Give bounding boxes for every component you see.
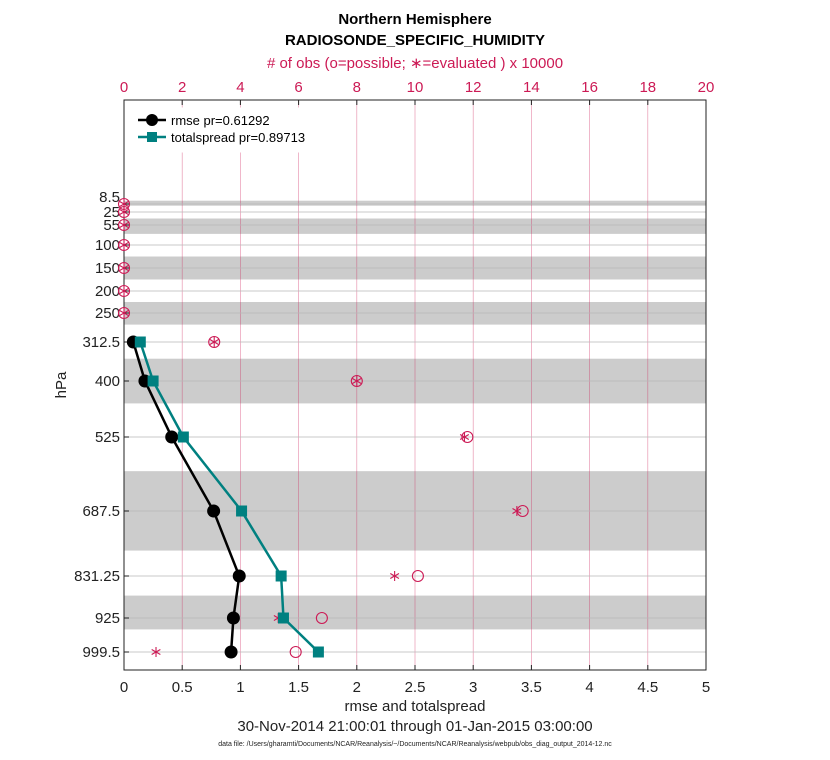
top-tick-label: 8 [353, 79, 361, 96]
rmse-point [232, 569, 246, 583]
obs-evaluated-marker [119, 240, 129, 250]
totalspread-point [177, 431, 189, 443]
x-tick-label: 1 [236, 679, 244, 696]
shaded-band [124, 218, 706, 234]
obs-possible-marker [289, 645, 302, 659]
y-tick-label: 200 [95, 283, 120, 300]
chart-subtitle: RADIOSONDE_SPECIFIC_HUMIDITY [285, 32, 545, 49]
top-tick-label: 14 [523, 79, 540, 96]
series-lines [126, 335, 324, 659]
x-tick-label: 5 [702, 679, 710, 696]
obs-possible-marker [117, 261, 131, 275]
obs-possible-marker [411, 569, 424, 583]
chart-title: Northern Hemisphere [338, 11, 491, 28]
y-axis-label: hPa [53, 371, 70, 398]
y-tick-label: 312.5 [82, 334, 120, 351]
obs-evaluated-marker [119, 308, 129, 318]
top-tick-label: 18 [639, 79, 656, 96]
obs-possible-marker [117, 284, 131, 298]
obs-evaluated-marker [459, 432, 470, 442]
top-tick-label: 2 [178, 79, 186, 96]
top-tick-label: 16 [581, 79, 598, 96]
x-tick-label: 0.5 [172, 679, 193, 696]
x-tick-label: 2.5 [405, 679, 426, 696]
legend-rmse-label: rmse pr=0.61292 [171, 113, 270, 128]
y-tick-label: 925 [95, 610, 120, 627]
top-tick-label: 12 [465, 79, 482, 96]
obs-evaluated-marker [119, 207, 129, 217]
legend-totalspread-label: totalspread pr=0.89713 [171, 130, 305, 145]
x-tick-label: 1.5 [288, 679, 309, 696]
rmse-point [226, 611, 240, 625]
obs-evaluated-marker [512, 506, 522, 516]
obs-possible-marker [315, 611, 328, 625]
x-tick-label: 2 [353, 679, 361, 696]
y-tick-label: 8.5 [99, 189, 120, 206]
obs-markers [117, 197, 529, 659]
obs-evaluated-marker [390, 571, 400, 581]
shaded-band [124, 595, 706, 630]
shaded-band [124, 200, 706, 206]
obs-evaluated-marker [352, 376, 362, 386]
top-tick-label: 6 [294, 79, 302, 96]
y-tick-label: 100 [95, 237, 120, 254]
obs-evaluated-marker [119, 286, 129, 296]
legend-rmse-marker [146, 114, 158, 126]
obs-possible-marker [208, 335, 221, 349]
obs-possible-marker [117, 306, 131, 320]
obs-possible-marker [461, 430, 474, 444]
y-tick-label: 25 [103, 204, 120, 221]
x-tick-label: 0 [120, 679, 128, 696]
totalspread-point [275, 570, 287, 582]
totalspread-point [147, 375, 159, 387]
rmse-point [224, 645, 238, 659]
obs-possible-marker [117, 218, 131, 232]
y-tick-label: 400 [95, 373, 120, 390]
legend: rmse pr=0.61292 totalspread pr=0.89713 [132, 107, 332, 153]
x-axis-label: rmse and totalspread [345, 698, 486, 715]
legend-box [132, 107, 332, 153]
y-tick-label: 150 [95, 260, 120, 277]
totalspread-point [236, 505, 248, 517]
legend-totalspread-marker [147, 132, 157, 142]
x-tick-label: 4 [585, 679, 593, 696]
obs-evaluated-marker [119, 263, 129, 273]
x-tick-label: 3 [469, 679, 477, 696]
top-axis-label: # of obs (o=possible; ∗=evaluated ) x 10… [267, 55, 563, 72]
rmse-point [165, 430, 179, 444]
axis-ticks: 0 0.5 1 1.5 2 2.5 3 3.5 4 4.5 5 0 2 4 6 8 10 12 14 16 18 20 8.… [74, 79, 714, 696]
x-tick-label: 3.5 [521, 679, 542, 696]
y-tick-label: 687.5 [82, 503, 120, 520]
top-tick-label: 10 [407, 79, 424, 96]
y-tick-label: 999.5 [82, 644, 120, 661]
x-tick-label: 4.5 [637, 679, 658, 696]
totalspread-point [312, 646, 324, 658]
obs-evaluated-marker [209, 337, 219, 347]
y-tick-label: 55 [103, 217, 120, 234]
data-file-footnote: data file: /Users/gharamti/Documents/NCA… [218, 741, 612, 748]
y-tick-label: 831.25 [74, 568, 120, 585]
totalspread-point [277, 612, 289, 624]
top-tick-label: 0 [120, 79, 128, 96]
totalspread-point [134, 336, 146, 348]
date-range: 30-Nov-2014 21:00:01 through 01-Jan-2015… [237, 718, 592, 735]
y-tick-label: 250 [95, 305, 120, 322]
top-tick-label: 4 [236, 79, 244, 96]
rmse-point [207, 504, 221, 518]
obs-possible-marker [117, 238, 131, 252]
y-tick-label: 525 [95, 429, 120, 446]
obs-evaluated-marker [119, 220, 129, 230]
top-tick-label: 20 [698, 79, 715, 96]
obs-possible-marker [350, 374, 363, 388]
obs-evaluated-marker [151, 647, 161, 657]
